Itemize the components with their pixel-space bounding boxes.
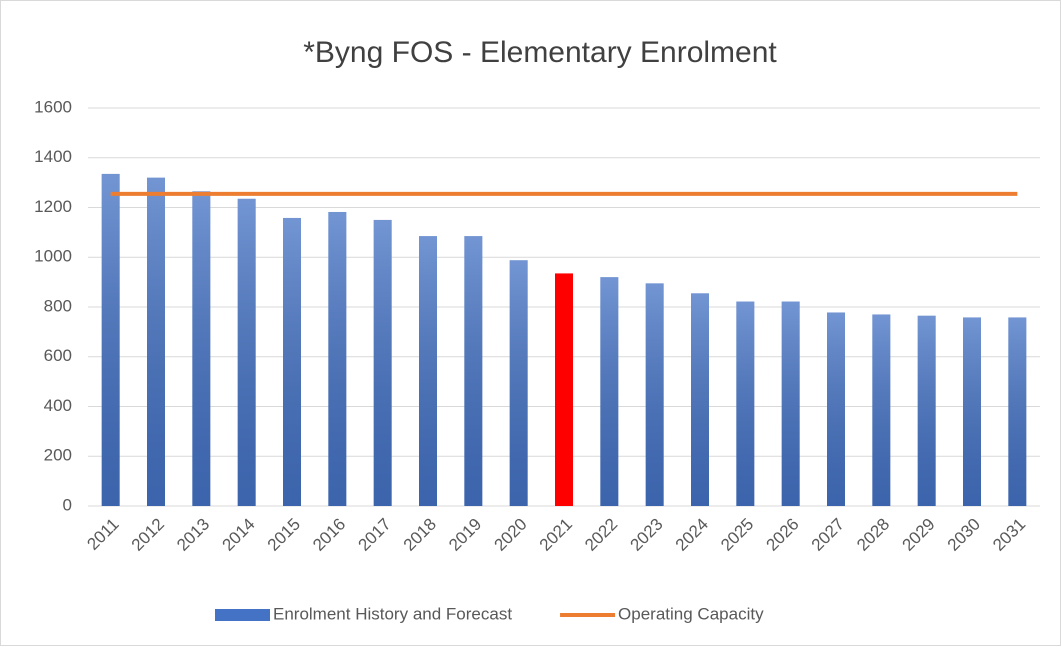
legend-swatch xyxy=(215,609,270,621)
bar-shade xyxy=(147,177,165,506)
bar-shade xyxy=(736,301,755,506)
bar-shade xyxy=(283,217,301,506)
bar-shade xyxy=(872,314,891,506)
y-tick-label: 800 xyxy=(44,296,72,315)
y-tick-label: 600 xyxy=(44,346,72,365)
legend-label: Operating Capacity xyxy=(618,604,764,623)
y-tick-label: 1000 xyxy=(34,247,72,266)
bar-shade xyxy=(237,198,256,506)
bar-shade xyxy=(691,293,709,506)
bar-shade xyxy=(1008,317,1027,506)
y-tick-label: 1600 xyxy=(34,97,72,116)
y-tick-label: 1200 xyxy=(34,197,72,216)
bar-shade xyxy=(328,211,347,507)
y-tick-label: 400 xyxy=(44,396,72,415)
y-tick-label: 200 xyxy=(44,446,72,465)
bar-shade xyxy=(645,283,664,506)
bar xyxy=(555,273,573,506)
bar-shade xyxy=(917,315,936,506)
y-tick-label: 1400 xyxy=(34,147,72,166)
legend-label: Enrolment History and Forecast xyxy=(273,604,512,623)
bar-shade xyxy=(827,312,845,506)
bar-shade xyxy=(464,236,483,506)
y-tick-label: 0 xyxy=(63,495,72,514)
bar-shade xyxy=(781,301,800,506)
bar-shade xyxy=(600,277,619,506)
chart-title: *Byng FOS - Elementary Enrolment xyxy=(303,36,777,69)
bar-shade xyxy=(509,260,528,506)
bar-shade xyxy=(192,191,211,507)
bar-shade xyxy=(963,317,981,506)
bar-shade xyxy=(419,236,437,506)
bar-shade xyxy=(373,219,392,506)
bar-shade xyxy=(101,173,120,506)
